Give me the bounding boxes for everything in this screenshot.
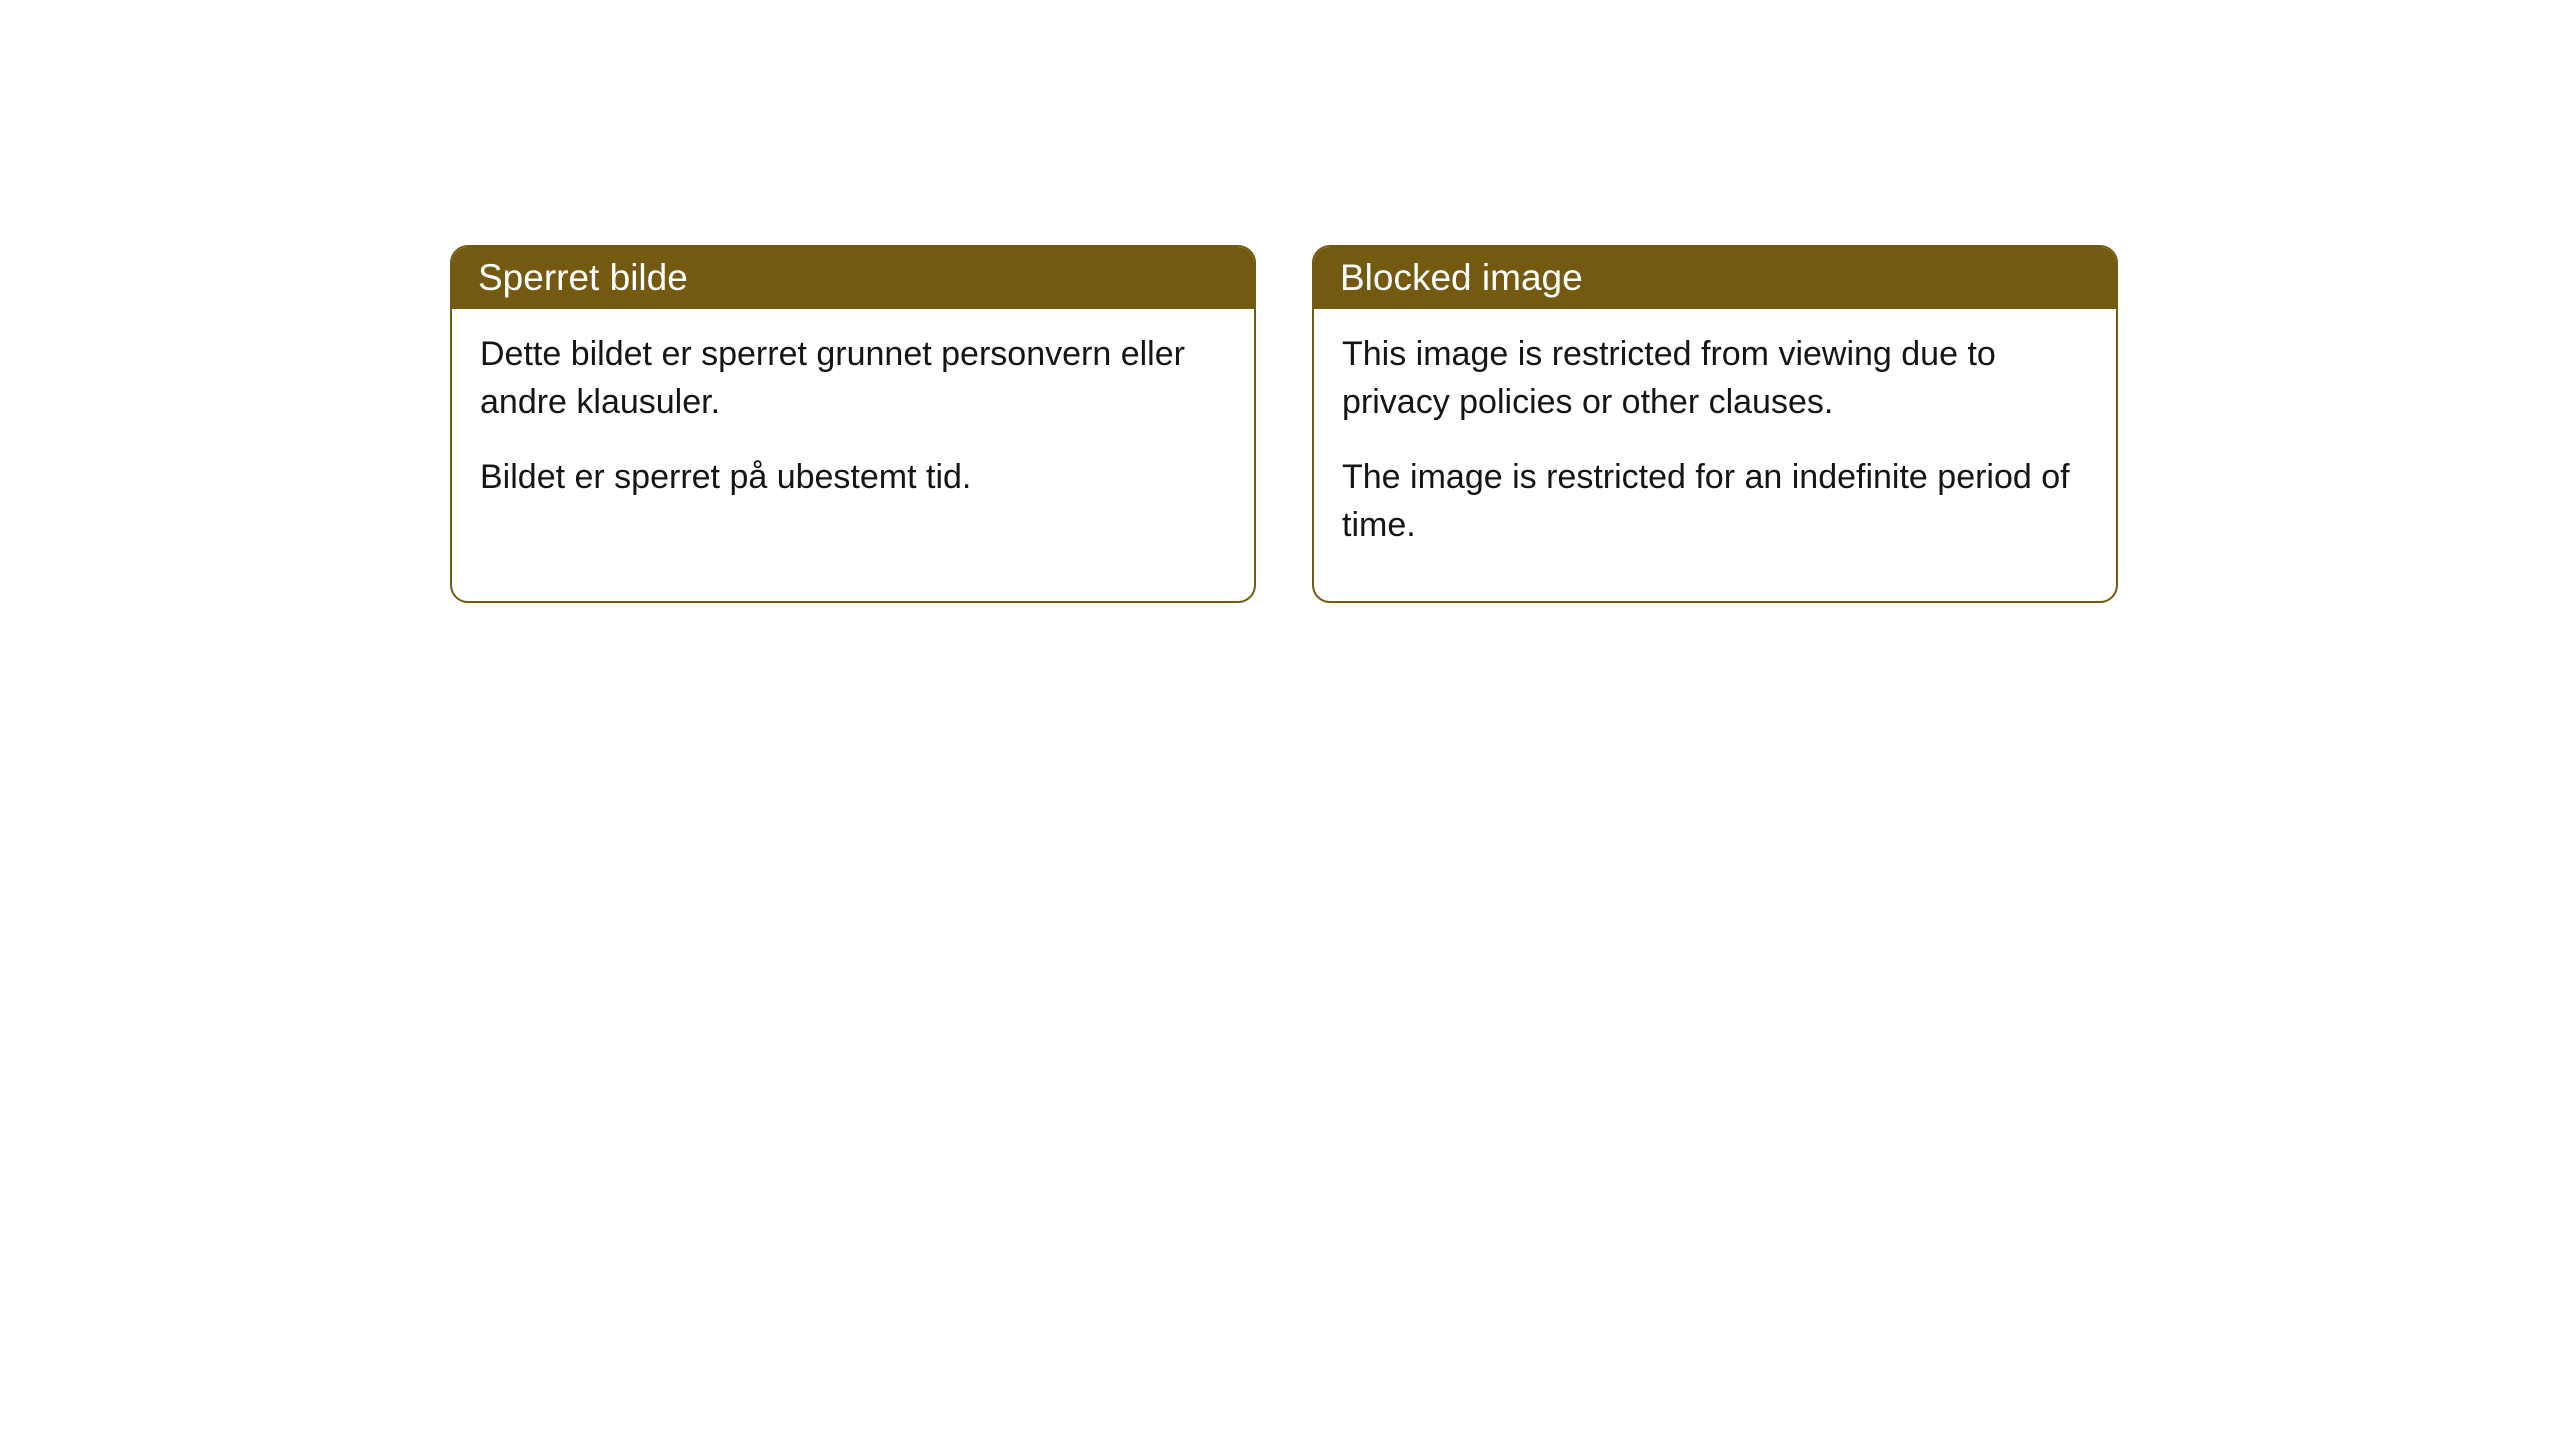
card-paragraph: Dette bildet er sperret grunnet personve… xyxy=(480,331,1226,426)
card-paragraph: Bildet er sperret på ubestemt tid. xyxy=(480,454,1226,502)
card-paragraph: The image is restricted for an indefinit… xyxy=(1342,454,2088,549)
card-header-english: Blocked image xyxy=(1314,247,2116,309)
card-body-english: This image is restricted from viewing du… xyxy=(1314,309,2116,601)
card-paragraph: This image is restricted from viewing du… xyxy=(1342,331,2088,426)
card-header-norwegian: Sperret bilde xyxy=(452,247,1254,309)
card-body-norwegian: Dette bildet er sperret grunnet personve… xyxy=(452,309,1254,554)
cards-container: Sperret bilde Dette bildet er sperret gr… xyxy=(450,245,2118,603)
blocked-image-card-norwegian: Sperret bilde Dette bildet er sperret gr… xyxy=(450,245,1256,603)
blocked-image-card-english: Blocked image This image is restricted f… xyxy=(1312,245,2118,603)
